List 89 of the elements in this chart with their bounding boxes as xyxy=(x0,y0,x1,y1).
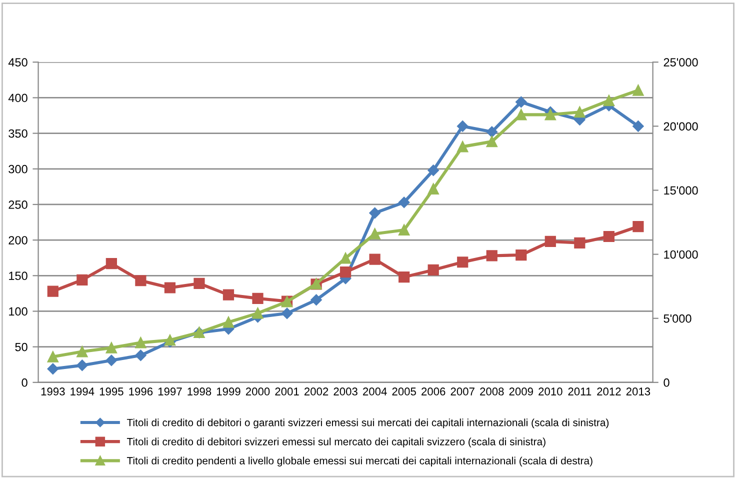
point xyxy=(47,363,59,374)
point xyxy=(369,207,380,219)
point xyxy=(516,96,527,108)
point xyxy=(340,252,352,264)
point xyxy=(632,84,644,96)
x-tick-label: 1999 xyxy=(216,388,240,396)
point xyxy=(76,274,88,286)
point xyxy=(516,109,527,120)
point xyxy=(76,346,88,358)
point xyxy=(398,272,410,283)
x-tick-label: 1993 xyxy=(41,388,65,396)
point xyxy=(106,354,118,366)
y-tick-label: 300 xyxy=(8,164,28,174)
y-tick-label: 400 xyxy=(8,94,28,102)
point xyxy=(369,254,380,265)
y2-tick-label: 20'000 xyxy=(664,122,698,131)
point xyxy=(428,183,439,195)
point xyxy=(106,342,117,354)
x-tick-label: 2002 xyxy=(304,388,328,396)
x-tick-label: 1998 xyxy=(188,388,212,396)
point xyxy=(281,308,293,319)
x-tick-label: 2011 xyxy=(568,388,592,396)
x-tick-label: 2008 xyxy=(480,388,504,396)
point xyxy=(398,196,410,208)
point xyxy=(222,289,234,300)
legend-label: Titoli di credito pendenti a livello globale emessi sui mercati dei capitali internazionali (scala di destra) xyxy=(126,456,592,466)
point xyxy=(486,136,498,148)
point xyxy=(603,95,614,106)
x-tick-label: 2013 xyxy=(626,388,650,396)
y-tick-label: 450 xyxy=(8,58,28,67)
point xyxy=(252,308,264,319)
x-tick-label: 2006 xyxy=(422,388,446,396)
legend-label: Titoli di credito di debitori o garanti svizzeri emessi sui mercati dei capitali internazionali (scala di sinistra) xyxy=(126,418,609,428)
x-tick-label: 2004 xyxy=(363,388,387,396)
x-tick-label: 2012 xyxy=(597,388,621,396)
y2-tick-label: 25'000 xyxy=(664,58,698,67)
point xyxy=(632,220,644,232)
x-tick-label: 1995 xyxy=(100,388,124,396)
point xyxy=(574,237,586,248)
y-tick-label: 200 xyxy=(8,236,28,244)
point xyxy=(457,120,468,132)
y2-tick-label: 5'000 xyxy=(664,314,692,323)
y-tick-label: 150 xyxy=(9,272,28,280)
x-tick-label: 2005 xyxy=(392,388,416,396)
x-tick-label: 1996 xyxy=(129,388,153,396)
point xyxy=(632,120,644,132)
point xyxy=(106,258,117,270)
x-tick-label: 2009 xyxy=(509,388,533,396)
point xyxy=(164,282,176,294)
x-tick-label: 2000 xyxy=(246,388,270,396)
point xyxy=(135,337,146,348)
y2-tick-label: 10'000 xyxy=(664,250,698,259)
y2-tick-label: 15'000 xyxy=(664,186,698,195)
point xyxy=(47,286,58,297)
x-tick-label: 2007 xyxy=(450,388,474,396)
point xyxy=(574,106,586,118)
point xyxy=(310,294,322,306)
point xyxy=(544,236,556,248)
y-tick-label: 100 xyxy=(9,307,28,316)
point xyxy=(135,350,146,361)
point xyxy=(457,256,468,268)
x-tick-label: 2003 xyxy=(334,388,358,396)
x-tick-label: 1994 xyxy=(70,388,94,396)
point xyxy=(369,228,380,240)
point xyxy=(398,224,410,236)
point xyxy=(457,141,468,152)
legend-label: Titoli di credito di debitori svizzeri emessi sul mercato dei capitali svizzero (scala di sinistra) xyxy=(126,438,546,448)
point xyxy=(194,278,205,290)
y-tick-label: 350 xyxy=(8,129,28,138)
point xyxy=(428,264,439,276)
point xyxy=(222,316,234,328)
point xyxy=(486,250,498,262)
point xyxy=(47,351,58,362)
point xyxy=(428,164,439,176)
y-tick-label: 0 xyxy=(22,378,28,387)
point xyxy=(544,109,556,120)
y-tick-label: 50 xyxy=(15,342,28,352)
point xyxy=(340,266,352,278)
point xyxy=(76,360,88,371)
point xyxy=(486,126,498,138)
point xyxy=(135,275,146,286)
point xyxy=(603,230,614,242)
x-tick-label: 2001 xyxy=(275,388,299,396)
y2-tick-label: 0 xyxy=(664,378,670,387)
point xyxy=(516,249,527,261)
x-tick-label: 1997 xyxy=(158,388,182,396)
x-tick-label: 2010 xyxy=(538,388,562,396)
point xyxy=(252,292,264,304)
y-tick-label: 250 xyxy=(8,200,28,209)
